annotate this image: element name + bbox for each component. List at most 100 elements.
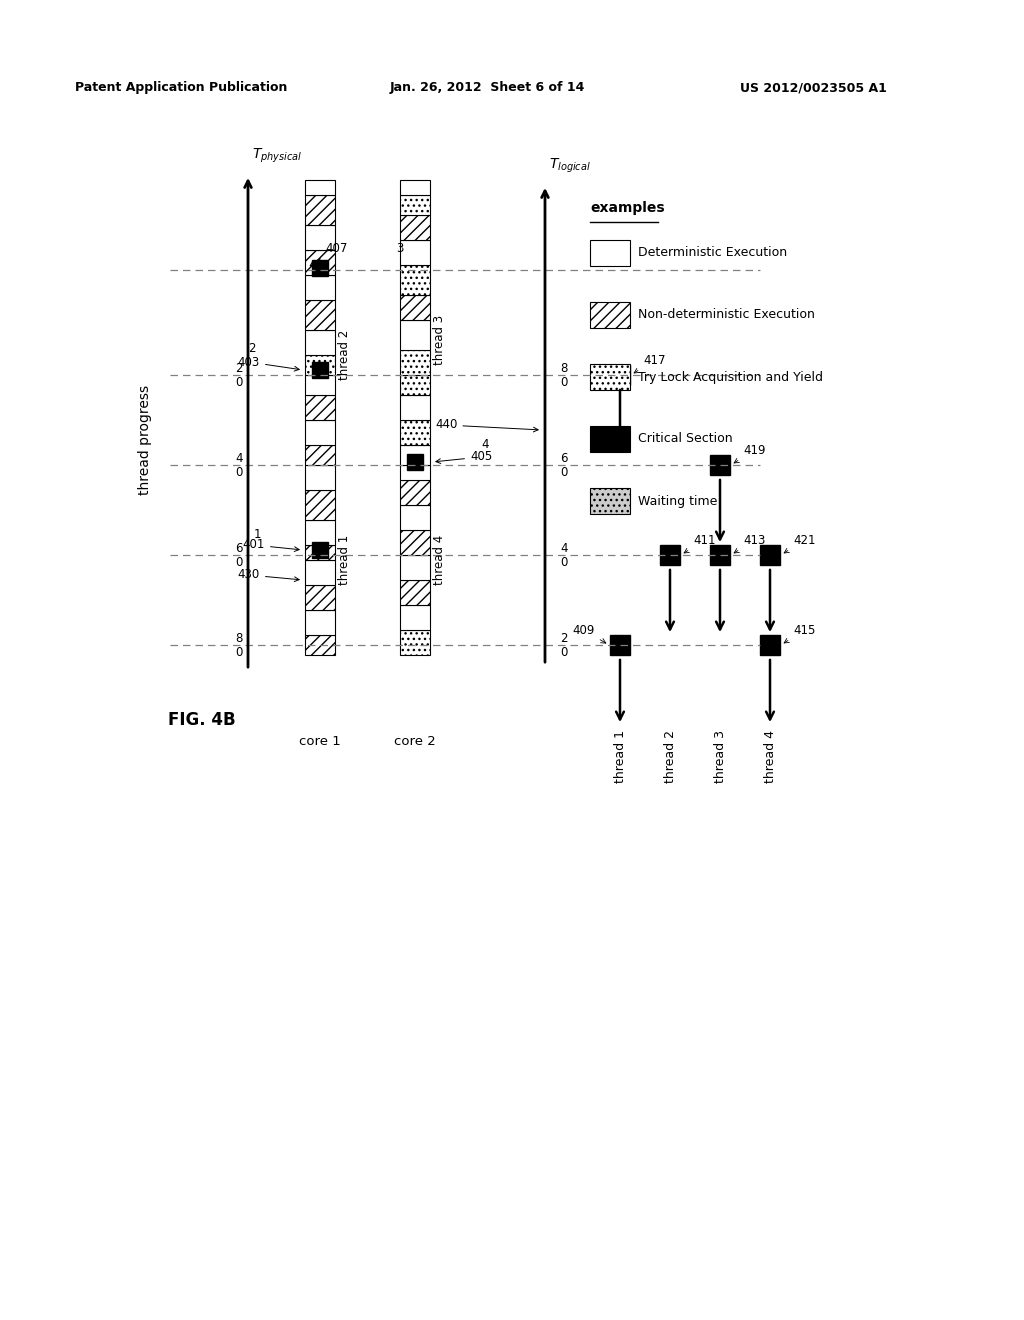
Bar <box>312 362 328 378</box>
Bar <box>610 635 630 655</box>
Bar <box>400 215 430 240</box>
Bar <box>305 585 335 610</box>
Text: 3: 3 <box>396 242 403 255</box>
Bar <box>710 545 730 565</box>
Text: 0: 0 <box>236 375 243 388</box>
Bar <box>400 375 430 395</box>
Text: Patent Application Publication: Patent Application Publication <box>75 82 288 95</box>
Text: 401: 401 <box>243 539 299 552</box>
Bar <box>660 545 680 565</box>
Bar <box>400 420 430 445</box>
Text: 405: 405 <box>436 450 493 463</box>
Text: examples: examples <box>590 201 665 215</box>
Text: 1: 1 <box>253 528 261 541</box>
Bar <box>305 375 335 395</box>
Bar <box>710 455 730 475</box>
Bar <box>400 350 430 375</box>
Bar <box>400 195 430 215</box>
Text: thread 2: thread 2 <box>338 330 351 380</box>
Text: thread 1: thread 1 <box>338 535 351 585</box>
Text: 415: 415 <box>784 623 815 643</box>
Text: 6: 6 <box>236 541 243 554</box>
Text: 8: 8 <box>236 631 243 644</box>
Bar <box>400 240 430 265</box>
Text: core 2: core 2 <box>394 735 436 748</box>
Text: 4: 4 <box>560 541 567 554</box>
Bar <box>400 554 430 579</box>
Bar <box>400 294 430 319</box>
Text: 2: 2 <box>560 631 567 644</box>
Text: 417: 417 <box>634 354 666 374</box>
Text: 6: 6 <box>560 451 567 465</box>
Text: Try Lock Acquisition and Yield: Try Lock Acquisition and Yield <box>638 371 823 384</box>
Text: $T_{logical}$: $T_{logical}$ <box>549 157 591 176</box>
Text: 403: 403 <box>238 355 299 371</box>
Bar <box>305 610 335 635</box>
Text: 0: 0 <box>236 466 243 479</box>
Bar <box>760 635 780 655</box>
Bar <box>305 465 335 490</box>
Text: core 1: core 1 <box>299 735 341 748</box>
Bar <box>312 543 328 558</box>
Bar <box>305 330 335 355</box>
Text: 413: 413 <box>734 533 765 553</box>
Bar <box>400 319 430 350</box>
Text: 409: 409 <box>572 623 606 643</box>
Text: 440: 440 <box>435 418 539 432</box>
Text: 0: 0 <box>236 645 243 659</box>
Text: 8: 8 <box>560 362 567 375</box>
Bar <box>305 300 335 330</box>
Bar <box>305 355 335 375</box>
Bar <box>400 605 430 630</box>
Bar <box>400 265 430 294</box>
Text: 4: 4 <box>481 438 488 451</box>
Bar <box>312 260 328 276</box>
Text: thread 1: thread 1 <box>613 730 627 783</box>
Text: FIG. 4B: FIG. 4B <box>168 711 236 729</box>
Text: Deterministic Execution: Deterministic Execution <box>638 247 787 260</box>
Bar <box>305 545 335 560</box>
Text: thread 2: thread 2 <box>664 730 677 783</box>
Text: 0: 0 <box>560 645 567 659</box>
Text: 4: 4 <box>236 451 243 465</box>
Text: thread 4: thread 4 <box>433 535 446 585</box>
Text: Jan. 26, 2012  Sheet 6 of 14: Jan. 26, 2012 Sheet 6 of 14 <box>390 82 586 95</box>
Bar <box>610 366 630 385</box>
Text: 421: 421 <box>784 533 815 553</box>
Bar <box>590 426 630 451</box>
Bar <box>305 275 335 300</box>
Text: thread 3: thread 3 <box>433 315 446 366</box>
Text: Waiting time: Waiting time <box>638 495 718 507</box>
Bar <box>305 420 335 445</box>
Bar <box>305 520 335 545</box>
Bar <box>305 445 335 465</box>
Bar <box>400 630 430 655</box>
Bar <box>400 465 430 480</box>
Text: 0: 0 <box>560 556 567 569</box>
Bar <box>305 560 335 585</box>
Bar <box>590 364 630 389</box>
Bar <box>400 506 430 531</box>
Bar <box>407 454 423 470</box>
Bar <box>400 395 430 420</box>
Bar <box>400 180 430 195</box>
Text: $T_{physical}$: $T_{physical}$ <box>252 147 302 165</box>
Text: 411: 411 <box>684 533 716 553</box>
Bar <box>305 395 335 420</box>
Text: 407: 407 <box>310 242 347 265</box>
Bar <box>590 488 630 513</box>
Bar <box>305 249 335 275</box>
Text: US 2012/0023505 A1: US 2012/0023505 A1 <box>740 82 887 95</box>
Bar <box>590 302 630 327</box>
Text: thread 4: thread 4 <box>764 730 776 783</box>
Text: Critical Section: Critical Section <box>638 433 732 446</box>
Text: 2: 2 <box>248 342 256 355</box>
Text: 430: 430 <box>238 569 299 582</box>
Bar <box>760 545 780 565</box>
Text: thread 3: thread 3 <box>714 730 726 783</box>
Bar <box>400 445 430 465</box>
Text: 2: 2 <box>236 362 243 375</box>
Text: 0: 0 <box>236 556 243 569</box>
Text: thread progress: thread progress <box>138 385 152 495</box>
Bar <box>400 579 430 605</box>
